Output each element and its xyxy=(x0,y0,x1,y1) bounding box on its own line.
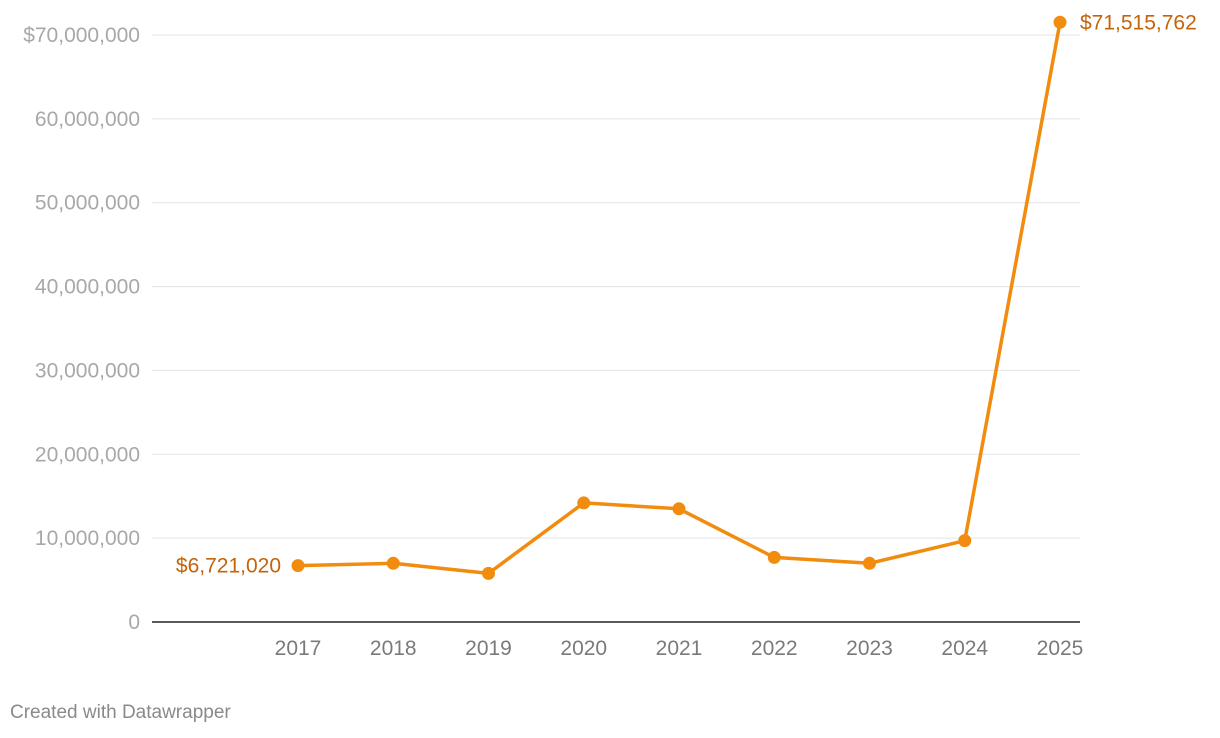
x-tick-label: 2022 xyxy=(751,637,798,660)
y-tick-label: 20,000,000 xyxy=(35,443,140,466)
series-group xyxy=(291,15,1067,580)
data-point xyxy=(672,502,686,516)
y-tick-label: 30,000,000 xyxy=(35,359,140,382)
data-point xyxy=(1053,15,1067,29)
data-point xyxy=(958,534,972,548)
gridlines xyxy=(152,34,1080,539)
data-label: $71,515,762 xyxy=(1080,11,1197,34)
data-label: $6,721,020 xyxy=(176,555,281,578)
y-tick-label: 10,000,000 xyxy=(35,527,140,550)
y-tick-label: 0 xyxy=(128,611,140,634)
x-tick-label: 2024 xyxy=(941,637,988,660)
data-point xyxy=(577,496,591,510)
data-point xyxy=(863,556,876,570)
x-tick-label: 2025 xyxy=(1037,637,1084,660)
data-point xyxy=(482,566,495,580)
x-tick-label: 2019 xyxy=(465,637,512,660)
x-tick-label: 2020 xyxy=(560,637,607,660)
data-point xyxy=(386,556,400,570)
data-point xyxy=(767,550,781,564)
x-axis-tick-labels: 2017 2018 2019 2020 2021 2022 2023 2024 2025 xyxy=(275,637,1084,660)
credit-footer: Created with Datawrapper xyxy=(10,702,231,723)
x-tick-label: 2021 xyxy=(656,637,703,660)
series-line xyxy=(296,20,1062,576)
x-tick-label: 2017 xyxy=(275,637,322,660)
y-axis-tick-labels: 0 10,000,000 20,000,000 30,000,000 40,000,00… xyxy=(23,24,140,634)
y-tick-label: 60,000,000 xyxy=(35,108,140,131)
x-tick-label: 2018 xyxy=(370,637,417,660)
x-tick-label: 2023 xyxy=(846,637,893,660)
y-tick-label: 50,000,000 xyxy=(35,192,140,215)
data-labels: $6,721,020 $71,515,762 xyxy=(176,11,1197,577)
y-tick-label: $70,000,000 xyxy=(23,24,140,47)
data-point xyxy=(291,559,305,573)
y-tick-label: 40,000,000 xyxy=(35,276,140,299)
